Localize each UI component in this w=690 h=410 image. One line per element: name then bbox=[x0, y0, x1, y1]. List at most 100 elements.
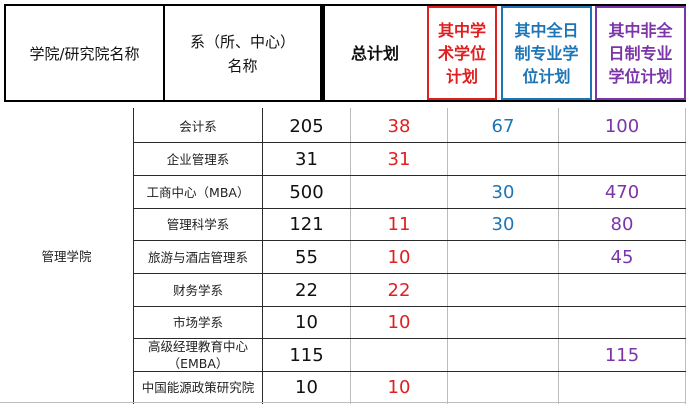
academic-plan: 31 bbox=[387, 148, 411, 170]
parttime-plan: 80 bbox=[610, 214, 634, 235]
total-plan: 205 bbox=[289, 115, 324, 137]
academic-plan-cell: 38 bbox=[351, 110, 447, 142]
header-parttime-plan: 其中非全 日制专业 学位计划 bbox=[595, 6, 686, 100]
header-parttime-line3: 学位计划 bbox=[608, 66, 673, 86]
fulltime-plan-cell bbox=[448, 372, 558, 402]
header-total-plan: 总计划 bbox=[325, 5, 425, 102]
academic-plan-cell: 10 bbox=[351, 307, 447, 338]
header-fulltime-plan: 其中全日 制专业学 位计划 bbox=[501, 6, 592, 100]
grid-hline bbox=[134, 306, 686, 307]
grid-hline bbox=[134, 142, 686, 143]
header-left-border bbox=[4, 4, 6, 102]
total-plan: 500 bbox=[289, 181, 324, 203]
dept-name-cell: 财务学系 bbox=[134, 274, 262, 306]
dept-name: 财务学系 bbox=[172, 282, 223, 298]
parttime-plan-cell: 470 bbox=[559, 176, 685, 208]
header-dept-name: 系（所、中心） 名称 bbox=[165, 5, 320, 102]
header-dept-label-line1: 系（所、中心） bbox=[189, 32, 295, 51]
grid-vline bbox=[558, 108, 559, 404]
fulltime-plan-cell bbox=[448, 241, 558, 273]
dept-name: 会计系 bbox=[179, 118, 217, 134]
total-plan: 31 bbox=[295, 148, 318, 170]
fulltime-plan-cell: 30 bbox=[448, 209, 558, 240]
academic-plan: 11 bbox=[387, 214, 411, 235]
total-plan-cell: 121 bbox=[263, 209, 350, 240]
grid-hline bbox=[134, 175, 686, 176]
header-divider bbox=[320, 4, 323, 102]
academic-plan-cell: 10 bbox=[351, 372, 447, 402]
parttime-plan-cell bbox=[559, 307, 685, 338]
header-academic-line3: 计划 bbox=[445, 66, 478, 86]
fulltime-plan-cell bbox=[448, 307, 558, 338]
academic-plan-cell bbox=[351, 176, 447, 208]
header-academic-line2: 术学位 bbox=[437, 43, 486, 63]
total-plan-cell: 10 bbox=[263, 307, 350, 338]
parttime-plan: 470 bbox=[604, 181, 640, 203]
dept-name-cell: 会计系 bbox=[134, 110, 262, 142]
total-plan: 10 bbox=[295, 312, 318, 333]
parttime-plan-cell: 100 bbox=[559, 110, 685, 142]
header-dept-label-line2: 名称 bbox=[227, 56, 258, 75]
dept-name: 市场学系 bbox=[172, 315, 223, 330]
fulltime-plan-cell: 67 bbox=[448, 110, 558, 142]
academic-plan-cell bbox=[351, 339, 447, 371]
parttime-plan-cell bbox=[559, 143, 685, 175]
header-college-name: 学院/研究院名称 bbox=[6, 5, 163, 102]
dept-name-cell: 旅游与酒店管理系 bbox=[134, 241, 262, 273]
academic-plan: 10 bbox=[387, 312, 411, 333]
academic-plan-cell: 22 bbox=[351, 274, 447, 306]
header-total-label: 总计划 bbox=[350, 43, 399, 63]
total-plan-cell: 500 bbox=[263, 176, 350, 208]
fulltime-plan-cell: 30 bbox=[448, 176, 558, 208]
parttime-plan: 115 bbox=[604, 344, 640, 366]
total-plan-cell: 205 bbox=[263, 110, 350, 142]
header-academic-plan: 其中学 术学位 计划 bbox=[427, 6, 497, 100]
academic-plan-cell: 11 bbox=[351, 209, 447, 240]
dept-name: 高级经理教育中心 （EMBA） bbox=[147, 339, 248, 371]
grid-vline bbox=[350, 108, 351, 404]
fulltime-plan: 67 bbox=[491, 115, 515, 137]
header-academic-line1: 其中学 bbox=[437, 20, 486, 40]
header-parttime-line2: 日制专业 bbox=[608, 43, 673, 63]
dept-name: 旅游与酒店管理系 bbox=[147, 249, 248, 265]
grid-hline bbox=[134, 208, 686, 209]
parttime-plan: 100 bbox=[604, 115, 640, 137]
academic-plan-cell: 31 bbox=[351, 143, 447, 175]
grid-vline bbox=[133, 108, 134, 404]
dept-name-cell: 管理科学系 bbox=[134, 209, 262, 240]
parttime-plan-cell bbox=[559, 372, 685, 402]
dept-name-cell: 企业管理系 bbox=[134, 143, 262, 175]
grid-hline bbox=[134, 338, 686, 339]
grid-hline bbox=[134, 371, 686, 372]
dept-name: 企业管理系 bbox=[166, 151, 230, 167]
dept-name-cell: 中国能源政策研究院 bbox=[134, 372, 262, 402]
header-fulltime-line1: 其中全日 bbox=[514, 20, 579, 40]
header-bottom-border bbox=[4, 100, 686, 102]
fulltime-plan-cell bbox=[448, 274, 558, 306]
dept-name-cell: 高级经理教育中心 （EMBA） bbox=[134, 339, 262, 371]
grid-vline bbox=[685, 108, 686, 404]
academic-plan: 10 bbox=[387, 376, 411, 398]
fulltime-plan: 30 bbox=[491, 214, 515, 235]
total-plan: 22 bbox=[295, 279, 318, 301]
academic-plan-cell: 10 bbox=[351, 241, 447, 273]
grid-vline bbox=[262, 108, 263, 404]
academic-plan: 22 bbox=[387, 279, 411, 301]
dept-name: 工商中心（MBA） bbox=[146, 184, 250, 200]
college-name: 管理学院 bbox=[0, 108, 133, 402]
total-plan: 115 bbox=[289, 344, 324, 366]
header-divider bbox=[323, 4, 325, 102]
college-name-text: 管理学院 bbox=[41, 248, 92, 264]
grid-hline bbox=[0, 402, 686, 403]
total-plan-cell: 22 bbox=[263, 274, 350, 306]
academic-plan: 10 bbox=[387, 246, 411, 268]
dept-name-cell: 工商中心（MBA） bbox=[134, 176, 262, 208]
grid-vline bbox=[447, 108, 448, 404]
total-plan: 121 bbox=[289, 214, 324, 235]
total-plan: 10 bbox=[295, 376, 318, 398]
header-top-border bbox=[4, 4, 686, 6]
total-plan: 55 bbox=[295, 246, 318, 268]
parttime-plan-cell: 115 bbox=[559, 339, 685, 371]
fulltime-plan-cell bbox=[448, 143, 558, 175]
